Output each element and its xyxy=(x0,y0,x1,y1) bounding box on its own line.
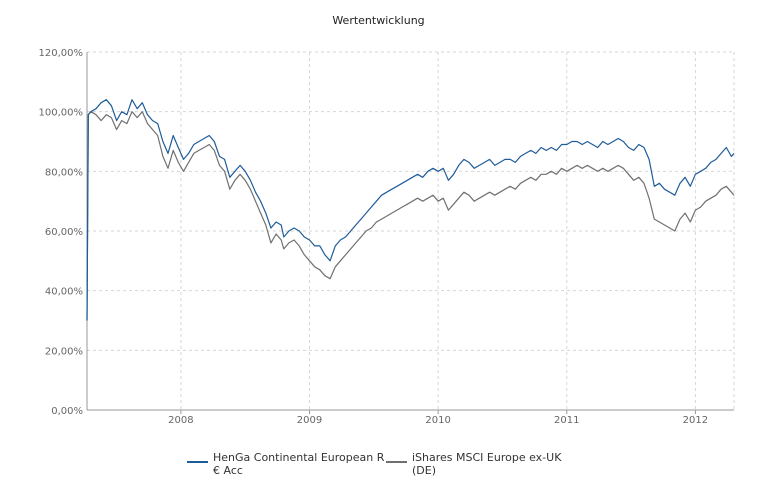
y-tick-label: 100,00% xyxy=(39,108,84,119)
y-tick-label: 120,00% xyxy=(39,48,84,59)
legend-swatch-series-2 xyxy=(386,461,407,463)
chart-title: Wertentwicklung xyxy=(332,14,425,27)
series-line-2 xyxy=(86,111,735,321)
legend-label-series-2: iShares MSCI Europe ex-UK (DE) xyxy=(412,451,562,477)
x-tick-label: 2008 xyxy=(168,415,193,426)
legend-item-series-2[interactable]: iShares MSCI Europe ex-UK (DE) xyxy=(386,451,586,477)
series-layer xyxy=(86,99,735,321)
grid-layer xyxy=(87,51,735,410)
legend: HenGa Continental European R € Acc iShar… xyxy=(0,451,757,491)
x-tick-label: 2012 xyxy=(683,415,708,426)
y-tick-label: 20,00% xyxy=(45,346,83,357)
y-tick-label: 80,00% xyxy=(45,167,83,178)
legend-swatch-series-1 xyxy=(187,461,208,463)
x-tick-label: 2011 xyxy=(554,415,579,426)
y-tick-label: 60,00% xyxy=(45,227,83,238)
y-tick-label: 0,00% xyxy=(51,406,83,417)
x-tick-label: 2010 xyxy=(425,415,450,426)
legend-label-series-1: HenGa Continental European R € Acc xyxy=(213,451,385,477)
y-tick-label: 40,00% xyxy=(45,287,83,298)
x-tick-label: 2009 xyxy=(297,415,322,426)
legend-item-series-1[interactable]: HenGa Continental European R € Acc xyxy=(187,451,387,477)
series-line-1 xyxy=(86,99,735,321)
